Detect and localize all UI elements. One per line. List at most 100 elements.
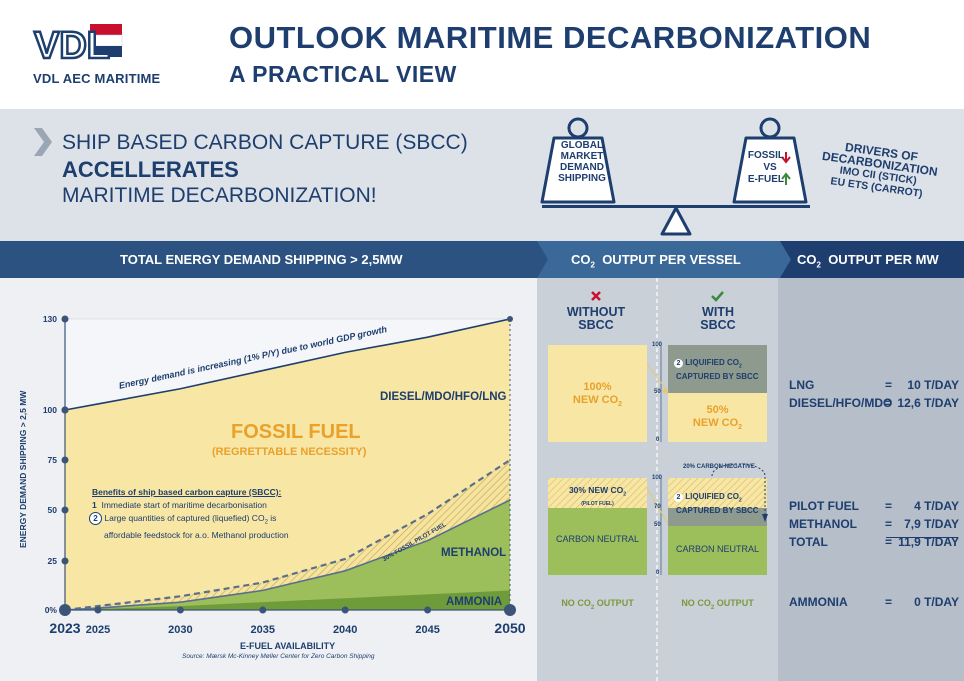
per-mw-panel	[778, 278, 964, 681]
x-tick-dot	[59, 604, 71, 616]
per-mw-row: METHANOL = 7,9 T/DAY	[789, 517, 959, 531]
weight-label-global: GLOBAL MARKET DEMAND SHIPPING	[558, 140, 606, 184]
x-tick-dot	[176, 606, 184, 614]
y-tick-label: 130	[43, 314, 57, 324]
headline-band	[0, 109, 964, 241]
per-mw-row: DIESEL/HFO/MDO = 12,6 T/DAY	[789, 396, 959, 410]
weight-label-fossil: FOSSIL VS E-FUEL	[747, 150, 784, 185]
per-mw-label: TOTAL	[789, 535, 828, 549]
total-demand-line	[64, 318, 511, 411]
page-title: OUTLOOK MARITIME DECARBONIZATION	[229, 20, 872, 55]
carbon-negative-label: 20% CARBON NEGATIVE	[683, 464, 755, 470]
per-mw-equals: =	[885, 396, 893, 410]
energy-demand-chart: 130 100 75 50 25 0% 2023 2025 2030 2035 2040 2045 20…	[43, 314, 526, 636]
per-mw-value: 11,9 T/DAY	[898, 535, 959, 549]
x-tick-dot	[94, 606, 102, 614]
balance-scale-icon	[540, 117, 810, 236]
carbon-neutral-right: CARBON NEUTRAL	[675, 544, 759, 554]
total-end-dot	[507, 316, 513, 322]
x-axis-label: E-FUEL AVAILABILITY	[240, 641, 336, 651]
box-30-new-co2: 30% NEW CO2 (PILOT FUEL)	[568, 485, 627, 507]
per-mw-label: AMMONIA	[789, 595, 848, 609]
benefit-item-2: 2 Large quantities of captured (liquefie…	[89, 512, 289, 541]
logo-lettering: VDL	[34, 25, 110, 66]
per-mw-row: PILOT FUEL = 4 T/DAY	[789, 499, 959, 513]
per-mw-value: 4 T/DAY	[914, 499, 959, 513]
y-tick-label: 75	[48, 455, 58, 465]
diesel-label: DIESEL/MDO/HFO/LNG	[380, 391, 507, 403]
per-mw-equals: =	[885, 535, 893, 549]
x-tick-label: 2050	[494, 620, 525, 636]
total-divider	[886, 537, 958, 538]
headline-line3: MARITIME DECARBONIZATION!	[62, 184, 377, 207]
per-mw-equals: =	[885, 595, 893, 609]
section-title-per-vessel: CO2 OUTPUT PER VESSEL	[571, 252, 741, 270]
per-mw-equals: =	[885, 378, 893, 392]
chevron-right-icon	[34, 128, 52, 156]
scale-50-top: 50	[654, 389, 661, 395]
no-co2-output-right: NO CO2 OUTPUT	[681, 598, 754, 611]
cross-icon	[591, 291, 601, 301]
benefit-item-1: 1 Immediate start of maritime decarbonis…	[92, 500, 267, 510]
scale-50-bottom: 50	[654, 522, 661, 528]
y-axis-label: ENERGY DEMAND SHIPPING > 2,5 MW	[18, 390, 28, 548]
y-tick-dot	[61, 557, 69, 565]
x-tick-label: 2025	[86, 624, 110, 636]
with-sbcc-header: WITH SBCC	[700, 305, 736, 332]
x-tick-label: 2045	[415, 624, 439, 636]
y-tick-dot	[61, 506, 69, 514]
x-tick-label: 2035	[251, 624, 275, 636]
ammonia-area	[65, 590, 510, 610]
x-tick-dot	[341, 606, 349, 614]
section-title-energy-demand: TOTAL ENERGY DEMAND SHIPPING > 2,5MW	[120, 252, 403, 267]
y-tick-label: 100	[43, 405, 57, 415]
vdl-logo: VDL	[33, 24, 123, 66]
y-tick-label: 50	[48, 505, 58, 515]
per-mw-label: DIESEL/HFO/MDO	[789, 396, 893, 410]
page-subtitle: A PRACTICAL VIEW	[229, 61, 457, 87]
scale-100-bottom: 100	[652, 475, 663, 481]
methanol-label: METHANOL	[441, 547, 507, 559]
fossil-fuel-sublabel: (REGRETTABLE NECESSITY)	[212, 446, 367, 458]
arrow-up-icon	[781, 172, 791, 185]
liquified-co2-bottom: 2 LIQUIFIED CO2 CAPTURED BY SBCC	[674, 492, 759, 515]
brand-name: VDL AEC MARITIME	[33, 71, 161, 86]
x-tick-label: 2030	[168, 624, 192, 636]
scale-0-bottom: 0	[656, 570, 660, 576]
total-start-dot	[61, 406, 69, 414]
x-tick-label: 2040	[333, 624, 357, 636]
scale-0-top: 0	[656, 437, 660, 443]
benefits-title: Benefits of ship based carbon capture (S…	[92, 487, 282, 497]
per-mw-equals: =	[885, 517, 893, 531]
source-note: Source: Mærsk Mc-Kinney Møller Center fo…	[182, 653, 375, 660]
per-vessel-graphics	[548, 278, 768, 681]
per-mw-value: 12,6 T/DAY	[897, 396, 959, 410]
liquified-co2-top: 2 LIQUIFIED CO2 CAPTURED BY SBCC	[674, 358, 759, 381]
y-tick-dot	[61, 315, 69, 323]
per-mw-value: 10 T/DAY	[907, 378, 959, 392]
per-mw-value: 0 T/DAY	[914, 595, 959, 609]
scale-100-top: 100	[652, 342, 663, 348]
per-mw-equals: =	[885, 499, 893, 513]
pilot-fuel-line	[64, 459, 511, 612]
check-icon	[711, 291, 724, 302]
carbon-neutral-left: CARBON NEUTRAL	[555, 534, 639, 544]
per-mw-label: PILOT FUEL	[789, 499, 859, 513]
ammonia-label: AMMONIA	[446, 596, 503, 608]
headline-line1: SHIP BASED CARBON CAPTURE (SBCC)	[62, 131, 468, 154]
fossil-fuel-label: FOSSIL FUEL	[231, 421, 361, 443]
section-title-per-mw: CO2 OUTPUT PER MW	[797, 252, 939, 270]
headline-line2: ACCELLERATES	[62, 157, 239, 182]
y-tick-label: 25	[48, 556, 58, 566]
per-mw-value: 7,9 T/DAY	[904, 517, 959, 531]
per-mw-label: METHANOL	[789, 517, 857, 531]
scale-70-bottom: 70	[654, 504, 661, 510]
y-tick-label: 0%	[45, 605, 58, 615]
per-mw-row: LNG = 10 T/DAY	[789, 378, 959, 392]
per-mw-row: TOTAL = 11,9 T/DAY	[789, 535, 959, 549]
x-tick-dot	[424, 606, 432, 614]
x-tick-dot	[259, 606, 267, 614]
y-tick-dot	[61, 456, 69, 464]
per-mw-row: AMMONIA = 0 T/DAY	[789, 595, 959, 609]
box-50-new-co2: 50% NEW CO2	[692, 404, 743, 432]
